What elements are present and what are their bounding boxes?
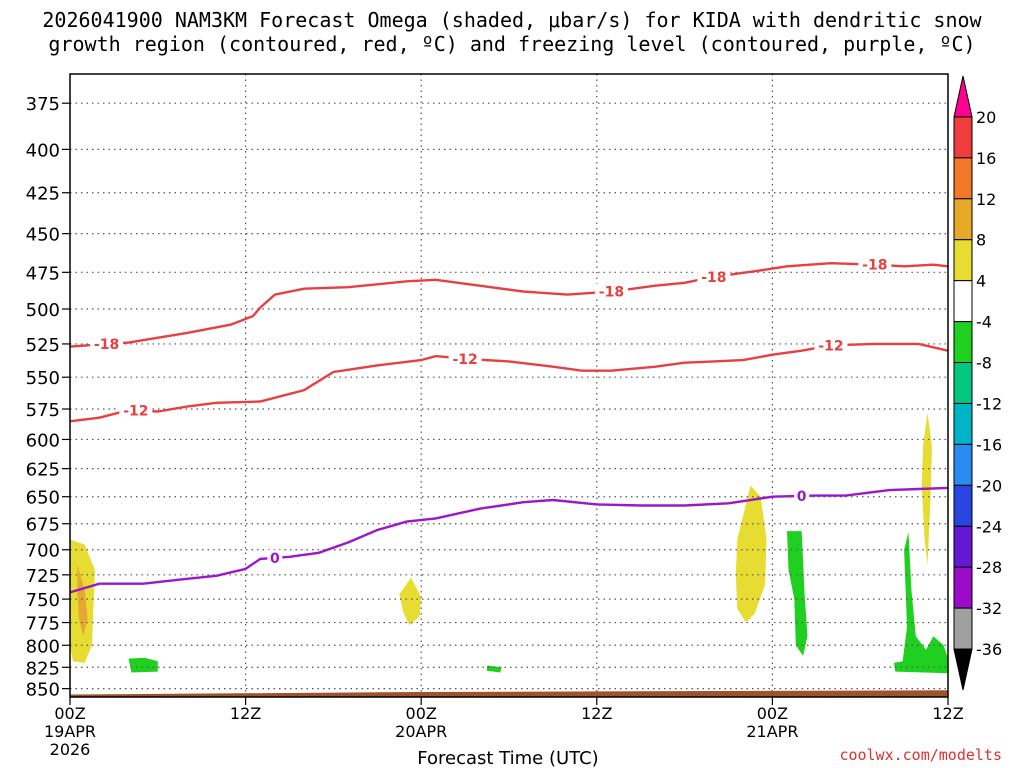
y-tick-label-675: 675 xyxy=(26,515,60,536)
colorbar-label-4: 4 xyxy=(976,272,986,291)
y-tick-label-800: 800 xyxy=(26,636,60,657)
x-tick-date-24: 20APR xyxy=(395,722,447,741)
contour-label-bg xyxy=(267,549,283,565)
chart-title-line-1: 2026041900 NAM3KM Forecast Omega (shaded… xyxy=(42,8,982,32)
colorbar-bin-12 xyxy=(953,566,973,609)
contour-label-1-0: -12 xyxy=(123,404,148,420)
y-tick-label-525: 525 xyxy=(26,335,60,356)
colorbar-label-9: -20 xyxy=(976,476,1002,495)
y-tick-label-450: 450 xyxy=(26,225,60,246)
x-tick-label-0: 00Z xyxy=(54,704,85,723)
x-tick-date-0: 19APR xyxy=(44,722,96,741)
contour-label-bg xyxy=(594,283,628,299)
contour-label-0-0: -18 xyxy=(94,337,119,353)
colorbar-bin-11 xyxy=(953,525,973,568)
y-tick-label-375: 375 xyxy=(26,94,60,115)
colorbar-label-7: -12 xyxy=(976,394,1002,413)
contour-line-1 xyxy=(69,342,949,423)
colorbar-label-2: 12 xyxy=(976,190,996,209)
colorbar-bin-7 xyxy=(953,362,973,404)
terrain-band xyxy=(70,690,948,697)
contour-label-bg xyxy=(448,350,482,366)
contour-label-2-0: 0 xyxy=(270,551,280,567)
contour-label-bg xyxy=(119,402,153,418)
x-tick-year-0: 2026 xyxy=(50,740,91,759)
contour-line-2 xyxy=(69,486,949,594)
omega-region-6 xyxy=(487,665,502,673)
colorbar-arrow-bottom xyxy=(953,648,973,691)
omega-region-2 xyxy=(399,577,422,626)
colorbar-bin-1 xyxy=(953,116,973,159)
y-tick-label-650: 650 xyxy=(26,488,60,509)
omega-region-1 xyxy=(77,564,88,637)
colorbar-bin-8 xyxy=(953,402,973,445)
contour-label-0-2: -18 xyxy=(701,270,726,286)
colorbar-bin-9 xyxy=(953,443,973,486)
plot-frame xyxy=(69,73,949,698)
colorbar-label-0: 20 xyxy=(976,108,996,127)
contour-label-1-2: -12 xyxy=(818,338,843,354)
x-tick-label-60: 12Z xyxy=(932,704,963,723)
y-tick-label-700: 700 xyxy=(26,541,60,562)
contour-line-0 xyxy=(69,261,949,348)
colorbar-arrow-top xyxy=(953,75,973,118)
omega-region-5 xyxy=(128,657,158,673)
colorbar-bin-6 xyxy=(953,321,973,364)
y-tick-label-575: 575 xyxy=(26,400,60,421)
colorbar-bin-10 xyxy=(953,484,973,527)
colorbar-label-10: -24 xyxy=(976,517,1002,536)
contour-label-2-1: 0 xyxy=(797,489,807,505)
contour-label-0-3: -18 xyxy=(862,258,887,274)
omega-region-7 xyxy=(787,531,808,656)
contour-label-bg xyxy=(814,337,848,353)
colorbar-label-5: -4 xyxy=(976,313,992,332)
contour-label-0-1: -18 xyxy=(599,285,624,301)
x-tick-date-48: 21APR xyxy=(746,722,798,741)
colorbar-label-12: -32 xyxy=(976,599,1002,618)
contour-label-bg xyxy=(697,268,731,284)
contour-label-1-1: -12 xyxy=(452,352,477,368)
colorbar-label-3: 8 xyxy=(976,231,986,250)
credit-link[interactable]: coolwx.com/modelts xyxy=(839,746,1002,764)
x-axis-label: Forecast Time (UTC) xyxy=(417,748,598,768)
y-tick-label-425: 425 xyxy=(26,184,60,205)
colorbar-bin-4 xyxy=(953,239,973,282)
colorbar-label-13: -36 xyxy=(976,640,1002,659)
x-tick-label-36: 12Z xyxy=(581,704,612,723)
x-tick-label-24: 00Z xyxy=(406,704,437,723)
colorbar-label-6: -8 xyxy=(976,354,992,373)
y-tick-label-775: 775 xyxy=(26,614,60,635)
colorbar-bin-5 xyxy=(953,280,973,323)
colorbar-bin-13 xyxy=(953,607,973,650)
y-tick-label-750: 750 xyxy=(26,590,60,611)
y-tick-label-500: 500 xyxy=(26,300,60,321)
contour-label-bg xyxy=(90,336,124,352)
y-tick-label-600: 600 xyxy=(26,430,60,451)
y-tick-label-825: 825 xyxy=(26,658,60,679)
y-tick-label-850: 850 xyxy=(26,680,60,701)
x-tick-label-48: 00Z xyxy=(757,704,788,723)
y-tick-label-625: 625 xyxy=(26,460,60,481)
contour-label-bg xyxy=(794,487,810,503)
contour-label-bg xyxy=(858,256,892,272)
omega-region-3 xyxy=(735,485,767,623)
y-tick-label-400: 400 xyxy=(26,140,60,161)
y-tick-label-550: 550 xyxy=(26,368,60,389)
x-tick-label-12: 12Z xyxy=(230,704,261,723)
colorbar-bin-3 xyxy=(953,198,973,241)
colorbar-label-11: -28 xyxy=(976,558,1002,577)
omega-region-8 xyxy=(893,532,948,674)
colorbar-bin-2 xyxy=(953,157,973,200)
chart-title-line-2: growth region (contoured, red, ºC) and f… xyxy=(48,32,976,56)
colorbar-label-1: 16 xyxy=(976,149,996,168)
colorbar-label-8: -16 xyxy=(976,435,1002,454)
y-tick-label-725: 725 xyxy=(26,566,60,587)
y-tick-label-475: 475 xyxy=(26,263,60,284)
